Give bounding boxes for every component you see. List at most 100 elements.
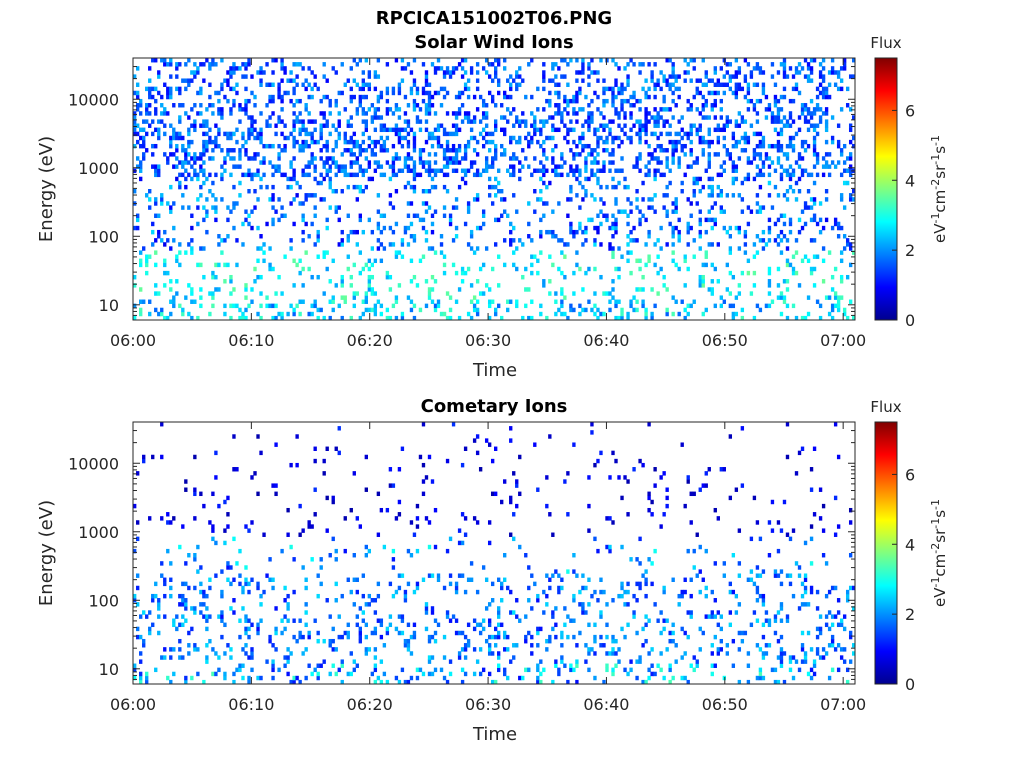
spectrogram-cell	[490, 201, 495, 206]
spectrogram-cell	[782, 152, 787, 157]
spectrogram-cell	[623, 66, 627, 71]
spectrogram-cell	[644, 107, 648, 112]
spectrogram-cell	[229, 303, 233, 309]
spectrogram-cell	[845, 679, 850, 685]
spectrogram-cell	[382, 671, 387, 677]
spectrogram-cell	[608, 131, 612, 137]
spectrogram-cell	[638, 266, 642, 272]
spectrogram-cell	[545, 315, 549, 321]
spectrogram-cell	[596, 152, 600, 157]
spectrogram-cell	[548, 638, 552, 644]
spectrogram-cell	[503, 148, 507, 153]
spectrogram-cell	[274, 168, 278, 173]
spectrogram-cell	[689, 58, 693, 63]
spectrogram-cell	[205, 643, 209, 648]
spectrogram-cell	[163, 131, 167, 137]
spectrogram-cell	[454, 618, 459, 623]
spectrogram-cell	[355, 622, 359, 628]
spectrogram-cell	[250, 127, 254, 133]
spectrogram-cell	[472, 295, 477, 300]
spectrogram-cell	[554, 103, 558, 108]
spectrogram-cell	[364, 487, 368, 492]
spectrogram-cell	[683, 589, 687, 595]
spectrogram-cell	[358, 634, 362, 640]
spectrogram-cell	[484, 577, 489, 582]
spectrogram-cell	[830, 135, 835, 141]
spectrogram-cell	[671, 62, 675, 67]
spectrogram-cell	[244, 217, 248, 223]
spectrogram-cell	[638, 209, 642, 214]
spectrogram-cell	[208, 520, 212, 525]
spectrogram-cell	[316, 315, 320, 321]
spectrogram-cell	[779, 663, 784, 668]
spectrogram-cell	[202, 217, 206, 223]
spectrogram-cell	[839, 66, 844, 71]
spectrogram-cell	[481, 618, 486, 623]
spectrogram-cell	[394, 299, 399, 304]
spectrogram-cell	[692, 655, 696, 660]
spectrogram-cell	[133, 127, 137, 133]
spectrogram-cell	[575, 119, 579, 124]
spectrogram-cell	[554, 127, 558, 133]
spectrogram-cell	[181, 193, 185, 198]
spectrogram-cell	[698, 246, 702, 251]
spectrogram-cell	[842, 311, 847, 317]
spectrogram-cell	[424, 606, 429, 611]
spectrogram-cell	[292, 127, 296, 133]
spectrogram-cell	[232, 103, 236, 108]
spectrogram-cell	[671, 638, 675, 644]
spectrogram-cell	[530, 135, 534, 141]
spectrogram-cell	[178, 602, 182, 607]
spectrogram-cell	[578, 86, 582, 92]
spectrogram-cell	[217, 614, 221, 619]
spectrogram-cell	[475, 307, 480, 313]
spectrogram-cell	[827, 250, 832, 255]
spectrogram-cell	[241, 606, 245, 611]
spectrogram-cell	[716, 78, 720, 83]
spectrogram-cell	[539, 197, 543, 202]
spectrogram-cell	[602, 86, 606, 92]
spectrogram-cell	[484, 58, 489, 63]
spectrogram-cell	[605, 544, 609, 550]
spectrogram-cell	[358, 103, 362, 108]
spectrogram-cell	[698, 569, 702, 574]
spectrogram-cell	[412, 189, 417, 194]
spectrogram-cell	[403, 156, 408, 161]
spectrogram-cell	[599, 634, 603, 640]
spectrogram-cell	[340, 189, 344, 194]
spectrogram-cell	[689, 152, 693, 157]
spectrogram-cell	[635, 197, 639, 202]
spectrogram-cell	[487, 184, 492, 190]
spectrogram-cell	[764, 643, 769, 648]
colorbar-tick-label: 4	[905, 535, 915, 554]
spectrogram-cell	[382, 127, 387, 133]
spectrogram-cell	[767, 279, 772, 284]
spectrogram-cell	[653, 94, 657, 100]
spectrogram-cell	[274, 630, 278, 636]
spectrogram-cell	[322, 471, 326, 476]
spectrogram-cell	[433, 90, 438, 96]
spectrogram-cell	[794, 315, 799, 321]
spectrogram-cell	[235, 164, 239, 169]
spectrogram-cell	[686, 610, 690, 615]
spectrogram-cell	[253, 189, 257, 194]
spectrogram-cell	[839, 647, 844, 652]
spectrogram-cell	[352, 94, 356, 100]
spectrogram-cell	[412, 274, 417, 280]
spectrogram-cell	[283, 143, 287, 149]
spectrogram-cell	[304, 103, 308, 108]
spectrogram-cell	[551, 679, 555, 685]
spectrogram-cell	[767, 622, 772, 628]
spectrogram-cell	[707, 164, 711, 169]
spectrogram-cell	[758, 98, 763, 104]
spectrogram-cell	[433, 70, 438, 75]
spectrogram-cell	[256, 225, 260, 231]
spectrogram-cell	[839, 274, 844, 280]
spectrogram-cell	[848, 139, 853, 145]
spectrogram-cell	[334, 283, 338, 288]
spectrogram-cell	[331, 626, 335, 632]
spectrogram-cell	[761, 160, 766, 165]
spectrogram-cell	[563, 58, 567, 63]
spectrogram-cell	[764, 107, 769, 112]
spectrogram-cell	[334, 103, 338, 108]
